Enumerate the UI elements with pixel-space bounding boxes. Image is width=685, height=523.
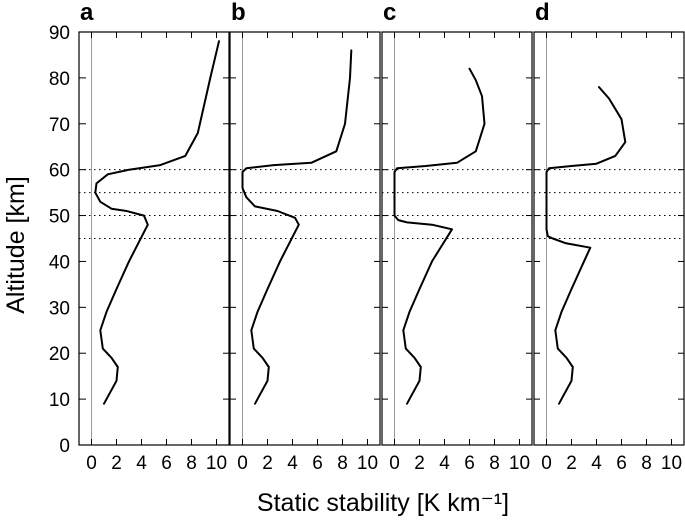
- panel-frame: [381, 31, 533, 446]
- y-tick-label: 50: [49, 207, 70, 228]
- y-tick-label: 0: [59, 436, 70, 457]
- y-tick-label: 10: [49, 390, 70, 411]
- panel-d: 0 2 4 6 8 10 d: [533, 0, 685, 474]
- x-tick-label: 6: [312, 453, 323, 474]
- x-tick-label: 10: [509, 453, 530, 474]
- x-tick-label: 2: [262, 453, 273, 474]
- x-axis-title: Static stability [K km⁻¹]: [257, 489, 509, 517]
- x-tick-label: 8: [641, 453, 652, 474]
- stability-profile-a: [94, 40, 220, 405]
- x-tick-label: 10: [357, 453, 378, 474]
- x-tick-label: 4: [591, 453, 602, 474]
- x-tick-label: 8: [337, 453, 348, 474]
- x-tick-label: 6: [161, 453, 172, 474]
- x-tick-label: 8: [489, 453, 500, 474]
- y-axis-title: Altitude [km]: [2, 176, 30, 314]
- x-tick-label: 6: [616, 453, 627, 474]
- x-tick-label: 0: [237, 453, 248, 474]
- x-tick-label: 8: [186, 453, 197, 474]
- x-tick-label: 2: [566, 453, 577, 474]
- y-tick-label: 90: [49, 23, 70, 44]
- x-tick-label: 2: [414, 453, 425, 474]
- x-tick-label: 0: [389, 453, 400, 474]
- x-tick-label: 6: [464, 453, 475, 474]
- panel-b: 0 2 4 6 8 10 b: [229, 0, 381, 474]
- y-tick-label: 40: [49, 252, 70, 273]
- stability-profile-c: [393, 67, 486, 405]
- x-tick-label: 2: [111, 453, 122, 474]
- y-axis: 0 10 20 30 40 50 60 70 80 90: [49, 23, 86, 457]
- panel-label-c: c: [383, 0, 396, 26]
- y-tick-label: 30: [49, 298, 70, 319]
- x-tick-label: 0: [86, 453, 97, 474]
- stability-profile-b: [241, 49, 353, 405]
- y-tick-label: 20: [49, 344, 70, 365]
- x-tick-label: 10: [661, 453, 682, 474]
- panel-label-b: b: [231, 0, 246, 26]
- panel-c: 0 2 4 6 8 10 c: [381, 0, 533, 474]
- stability-profile-d: [545, 86, 627, 405]
- x-tick-label: 4: [287, 453, 298, 474]
- panel-a: 0 2 4 6 8 10 a: [78, 0, 230, 474]
- panel-frame: [229, 31, 381, 446]
- x-tick-label: 0: [541, 453, 552, 474]
- panel-label-a: a: [80, 0, 94, 26]
- panel-frame: [533, 31, 685, 446]
- y-tick-label: 80: [49, 69, 70, 90]
- x-tick-label: 10: [206, 453, 227, 474]
- x-tick-label: 4: [136, 453, 147, 474]
- panel-frame: [78, 31, 230, 446]
- y-tick-label: 60: [49, 161, 70, 182]
- panel-label-d: d: [535, 0, 550, 26]
- x-tick-label: 4: [439, 453, 450, 474]
- y-tick-label: 70: [49, 115, 70, 136]
